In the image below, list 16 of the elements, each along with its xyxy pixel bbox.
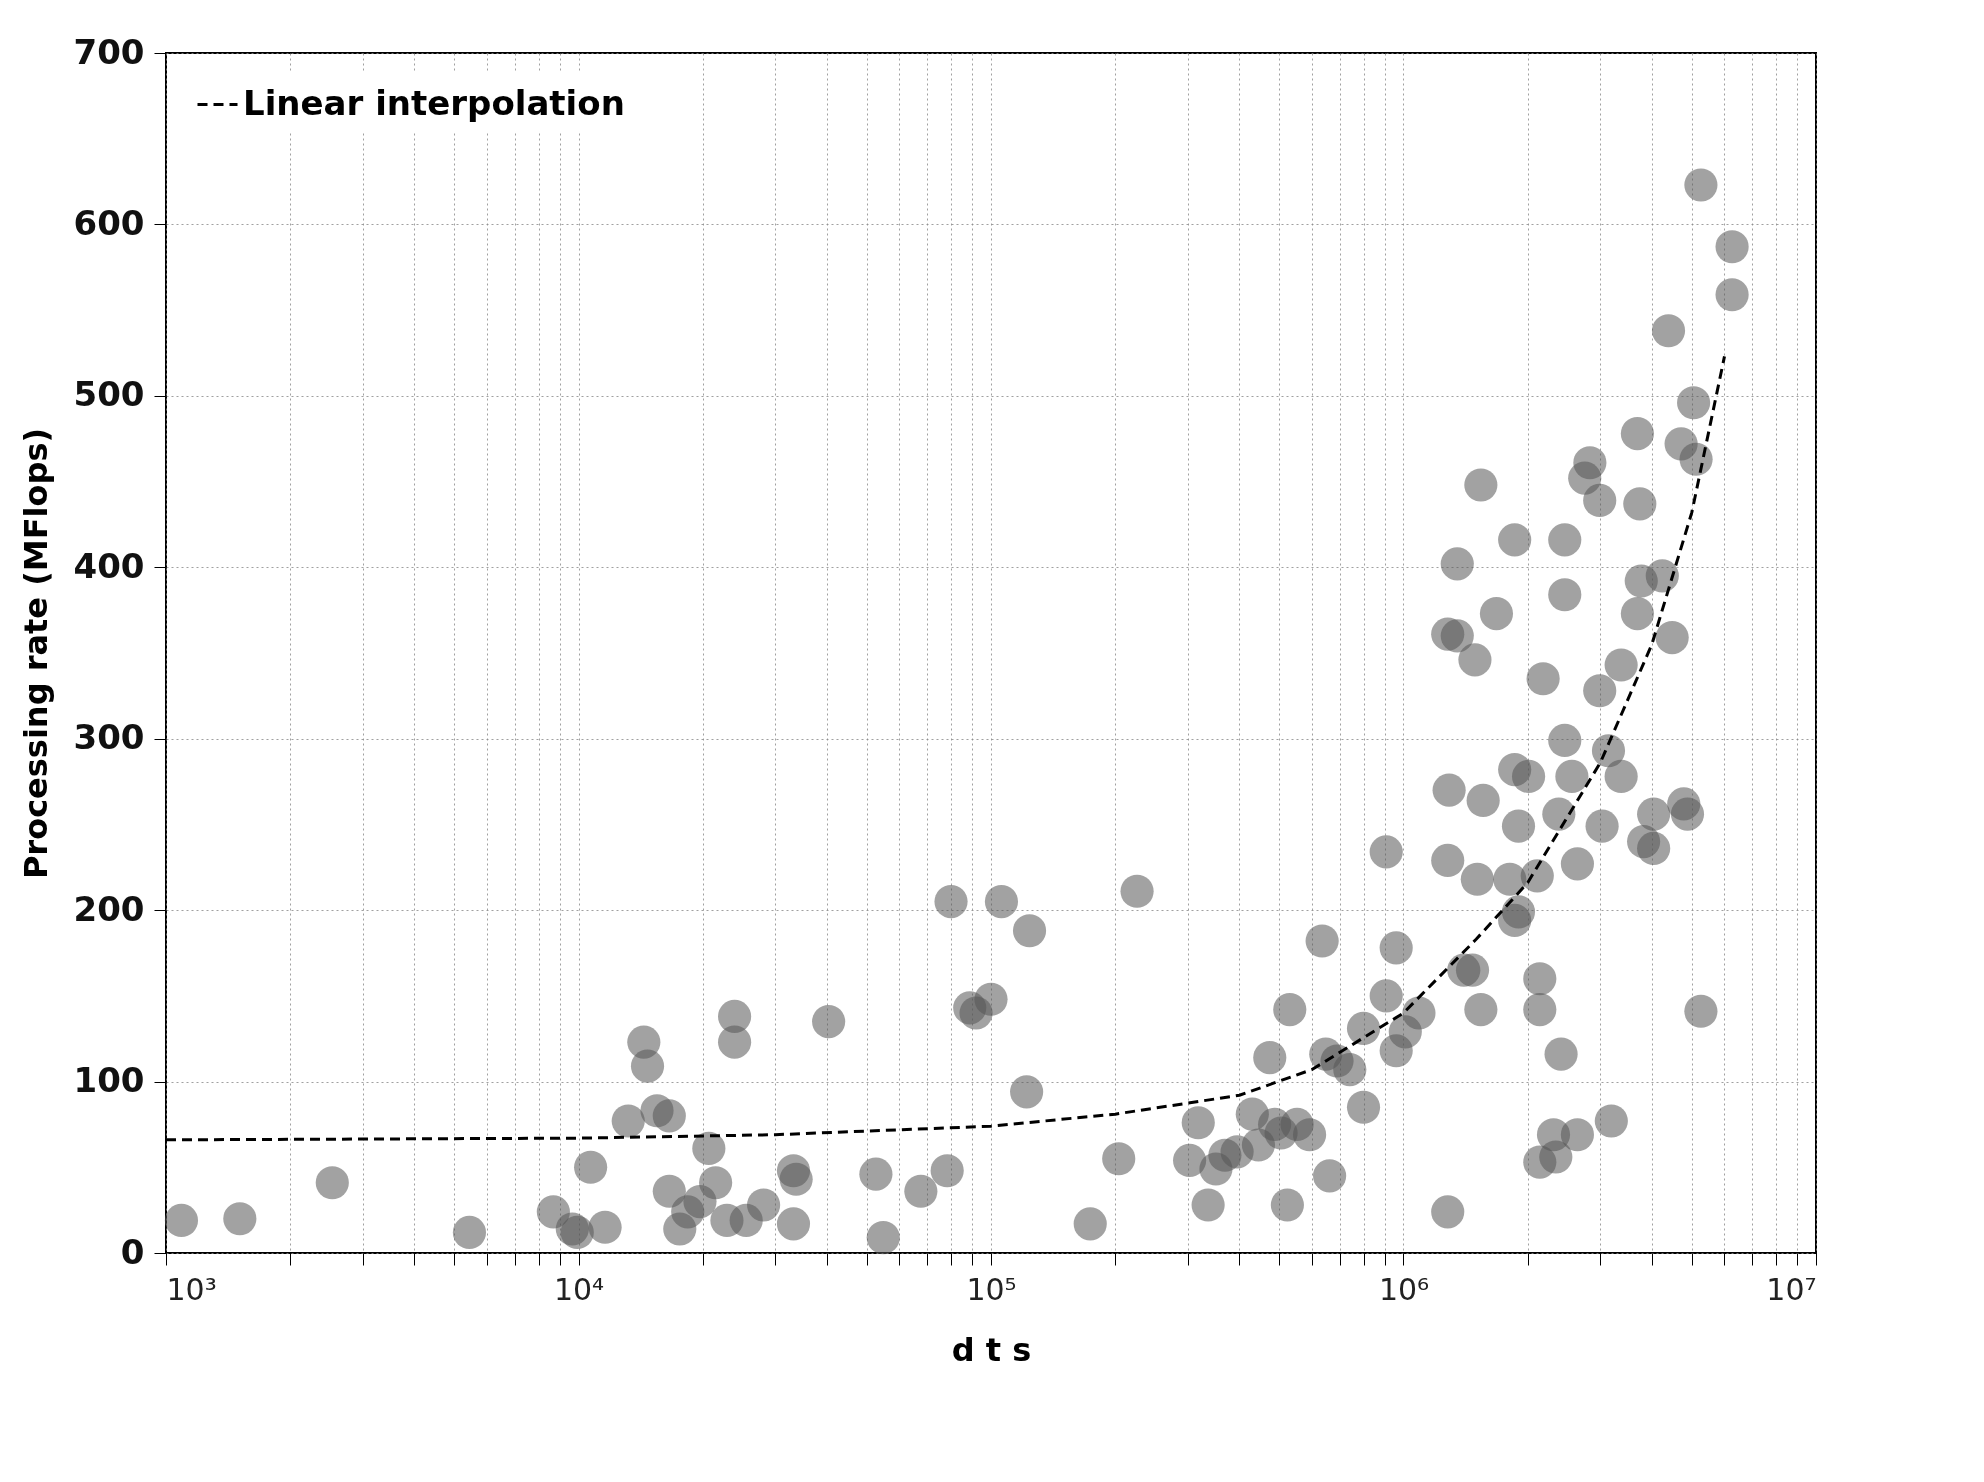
y-tick-label: 400 xyxy=(73,545,145,586)
x-axis-title: d t s xyxy=(951,1330,1032,1369)
y-tick-label: 100 xyxy=(73,1060,145,1101)
x-tick-label: 10³ xyxy=(166,1271,217,1307)
y-tick-label: 300 xyxy=(73,717,145,758)
x-tick-label: 10⁷ xyxy=(1766,1271,1817,1307)
x-tick-label: 10⁴ xyxy=(553,1271,605,1307)
x-tick-label: 10⁵ xyxy=(966,1271,1017,1307)
y-tick-label: 600 xyxy=(73,202,145,243)
legend-label: Linear interpolation xyxy=(243,82,625,123)
y-axis-title: Processing rate (MFlops) xyxy=(16,427,55,880)
y-tick-label: 500 xyxy=(73,374,145,415)
y-tick-label: 700 xyxy=(73,31,145,72)
x-tick-label: 10⁶ xyxy=(1378,1271,1430,1307)
y-tick-label: 200 xyxy=(73,888,145,929)
y-tick-label: 0 xyxy=(120,1231,145,1272)
